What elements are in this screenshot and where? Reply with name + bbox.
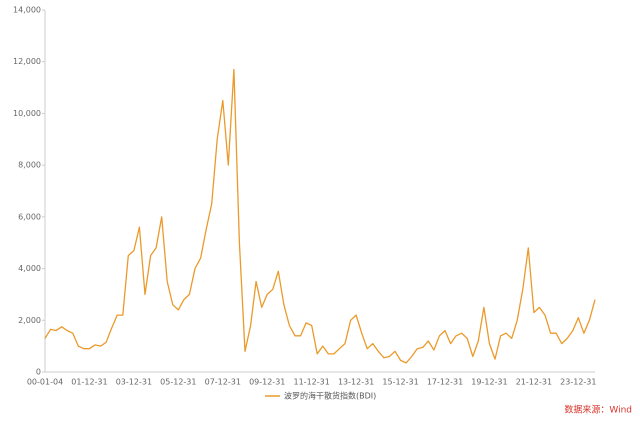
y-tick-label: 14,000 <box>13 6 41 15</box>
y-tick-label: 8,000 <box>18 161 41 170</box>
x-tick-label: 13-12-31 <box>338 378 374 387</box>
y-tick-label: 2,000 <box>18 316 41 325</box>
y-tick-label: 10,000 <box>13 109 41 118</box>
y-tick-label: 6,000 <box>18 212 41 221</box>
x-tick-label: 00-01-04 <box>27 378 63 387</box>
x-tick-label: 05-12-31 <box>160 378 196 387</box>
data-line <box>44 68 596 364</box>
x-tick-label: 17-12-31 <box>427 378 463 387</box>
x-tick-label: 23-12-31 <box>560 378 596 387</box>
y-tick-label: 0 <box>36 368 41 377</box>
x-tick-label: 21-12-31 <box>516 378 552 387</box>
y-tick-label: 12,000 <box>13 57 41 66</box>
x-tick-label: 03-12-31 <box>116 378 152 387</box>
x-tick-label: 11-12-31 <box>294 378 330 387</box>
x-tick-label: 19-12-31 <box>471 378 507 387</box>
x-tick-label: 09-12-31 <box>249 378 285 387</box>
x-tick-label: 07-12-31 <box>205 378 241 387</box>
source-note: 数据来源：Wind <box>564 404 632 416</box>
x-tick-label: 15-12-31 <box>382 378 418 387</box>
y-tick-label: 4,000 <box>18 264 41 273</box>
x-tick-label: 01-12-31 <box>71 378 107 387</box>
legend-label: 波罗的海干散货指数(BDI) <box>284 391 376 401</box>
